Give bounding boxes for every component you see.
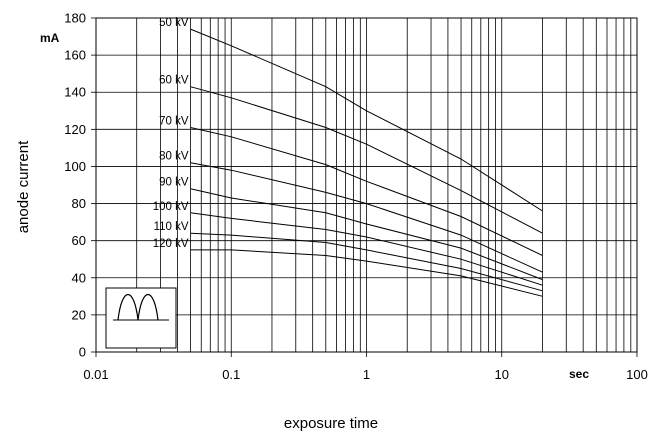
y-tick-label: 40 (72, 270, 86, 285)
series-label: 80 kV (159, 151, 189, 163)
y-tick-label: 140 (64, 85, 86, 100)
series-label: 100 kV (153, 201, 189, 213)
series-label: 70 kV (159, 115, 189, 127)
tick-labels: 0 20 40 60 80 100 120 140 160 180 0.01 0.1 1 10 100 (64, 11, 648, 383)
series-labels: 50 kV 60 kV 70 kV 80 kV 90 kV 100 kV 110 kV 120… (153, 17, 189, 250)
series-line (190, 28, 543, 212)
y-tick-label: 120 (64, 122, 86, 137)
x-axis-title: exposure time (284, 415, 378, 432)
series-line (190, 249, 543, 297)
waveform-icon (105, 287, 177, 349)
y-tick-label: 180 (64, 11, 86, 26)
x-tick-label: 1 (363, 367, 370, 382)
series-label: 120 kV (153, 238, 189, 250)
series-line (190, 86, 543, 234)
series-line (190, 162, 543, 273)
x-tick-label: 10 (495, 367, 509, 382)
x-tick-label: 0.01 (83, 367, 108, 382)
series-label: 50 kV (159, 17, 189, 29)
series-line (190, 232, 543, 292)
y-axis-title: anode current (15, 140, 32, 233)
y-tick-label: 20 (72, 307, 86, 322)
x-tick-label: 100 (626, 367, 648, 382)
plot-frame (95, 17, 638, 353)
y-tick-label: 60 (72, 233, 86, 248)
y-tick-label: 160 (64, 48, 86, 63)
x-unit-label: sec (569, 367, 589, 381)
series-lines (190, 28, 543, 297)
series-line (190, 127, 543, 256)
x-tick-label: 0.1 (222, 367, 240, 382)
y-tick-label: 80 (72, 196, 86, 211)
y-unit-label: mA (40, 31, 60, 45)
y-tick-label: 100 (64, 159, 86, 174)
series-label: 110 kV (154, 221, 189, 233)
series-label: 90 kV (159, 177, 189, 189)
series-label: 60 kV (159, 75, 189, 87)
series-line (190, 212, 543, 286)
series-line (190, 188, 543, 281)
y-tick-label: 0 (79, 345, 86, 360)
